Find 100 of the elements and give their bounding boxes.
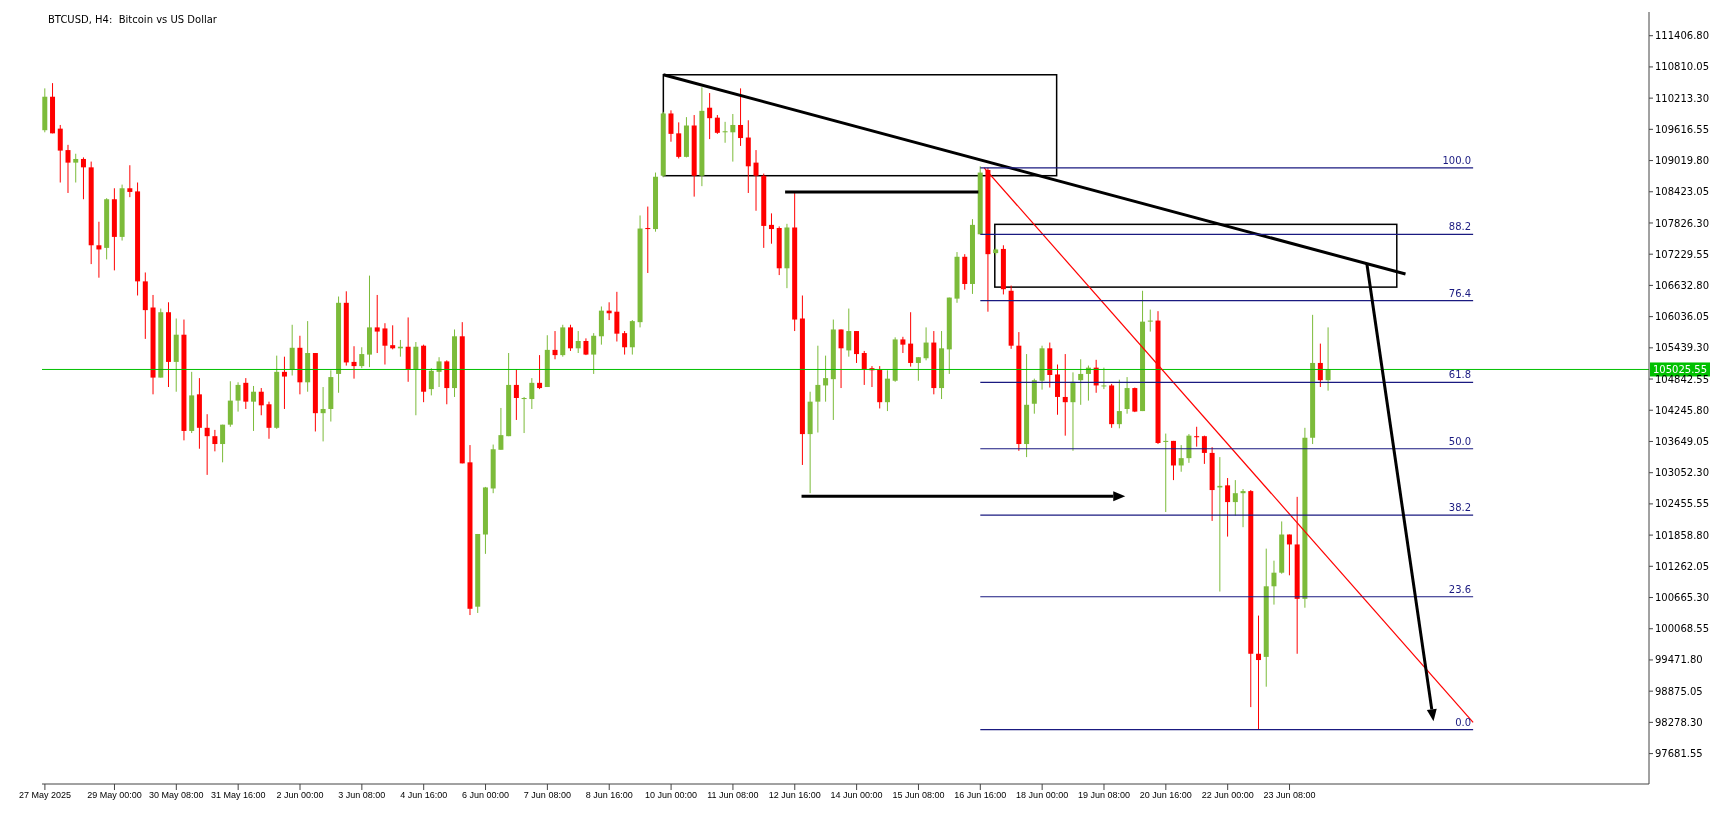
y-tick-label: 103052.30 xyxy=(1655,467,1710,479)
candlestick xyxy=(575,330,581,354)
candlestick xyxy=(768,212,774,245)
x-tick-label: 20 Jun 16:00 xyxy=(1139,790,1192,801)
candlestick xyxy=(57,124,63,184)
candlestick xyxy=(405,316,411,383)
y-tick-label: 106632.80 xyxy=(1655,279,1710,291)
candlestick xyxy=(320,386,326,442)
candlestick xyxy=(1286,534,1292,576)
x-tick-label: 31 May 16:00 xyxy=(210,790,266,801)
y-tick-label: 98278.30 xyxy=(1655,716,1703,728)
candlestick xyxy=(65,144,71,194)
candlestick xyxy=(235,381,241,413)
candlestick xyxy=(537,354,543,390)
candlestick xyxy=(614,291,620,343)
annotation: 76.4 xyxy=(1448,287,1472,299)
candlestick xyxy=(258,387,264,416)
candlestick xyxy=(645,206,651,274)
candlestick xyxy=(1124,376,1130,415)
x-tick-label: 3 Jun 08:00 xyxy=(338,790,386,801)
x-tick-label: 7 Jun 08:00 xyxy=(523,790,571,801)
candlestick xyxy=(289,324,295,377)
candlestick xyxy=(815,345,821,434)
annotation: 0.0 xyxy=(1455,716,1472,728)
y-tick-label: 109019.80 xyxy=(1655,155,1710,167)
x-tick-label: 16 Jun 16:00 xyxy=(954,790,1007,801)
annotation: 61.8 xyxy=(1448,369,1472,381)
candlestick xyxy=(923,326,929,361)
candlestick xyxy=(212,429,218,452)
y-tick-label: 109616.55 xyxy=(1655,123,1710,135)
annotation: 88.2 xyxy=(1448,221,1472,233)
candlestick xyxy=(96,221,102,279)
y-tick-label: 110213.30 xyxy=(1655,92,1710,104)
candlestick xyxy=(591,332,597,375)
candlestick xyxy=(80,156,86,200)
chart-title: BTCUSD, H4: Bitcoin vs US Dollar xyxy=(48,14,217,25)
candlestick xyxy=(243,377,249,410)
y-tick-label: 101262.05 xyxy=(1655,560,1710,572)
candlestick xyxy=(73,153,79,184)
candlestick xyxy=(846,308,852,358)
candlestick xyxy=(707,92,713,140)
candlestick xyxy=(521,396,527,434)
x-tick-label: 29 May 00:00 xyxy=(87,790,142,801)
x-tick-label: 30 May 08:00 xyxy=(149,790,204,801)
y-tick-label: 100665.30 xyxy=(1655,592,1710,604)
candlestick xyxy=(1232,479,1238,517)
candlestick xyxy=(552,330,558,360)
candlestick xyxy=(1147,309,1153,333)
candlestick xyxy=(854,330,860,364)
candlestick xyxy=(738,87,744,147)
y-tick-label: 105439.30 xyxy=(1655,342,1710,354)
x-tick-label: 23 Jun 08:00 xyxy=(1263,790,1316,801)
x-tick-label: 11 Jun 08:00 xyxy=(707,790,759,801)
candlestick xyxy=(390,324,396,350)
annotation: 23.6 xyxy=(1448,583,1472,595)
x-tick-label: 27 May 2025 xyxy=(18,790,71,801)
x-tick-label: 22 Jun 00:00 xyxy=(1201,790,1254,801)
candlestick xyxy=(1317,343,1323,388)
candlestick xyxy=(281,356,287,410)
candlestick xyxy=(351,345,357,380)
y-tick-label: 108423.05 xyxy=(1655,186,1710,198)
candlestick xyxy=(823,355,829,403)
x-tick-label: 6 Jun 00:00 xyxy=(462,790,510,801)
annotation: 38.2 xyxy=(1448,502,1472,514)
candlestick xyxy=(567,324,573,352)
y-tick-label: 104245.80 xyxy=(1655,404,1710,416)
annotation: 50.0 xyxy=(1448,435,1472,447)
y-tick-label: 102455.55 xyxy=(1655,498,1710,510)
candlestick xyxy=(413,341,419,416)
candlestick xyxy=(915,356,921,382)
candlestick xyxy=(1325,326,1331,392)
y-tick-label: 103649.05 xyxy=(1655,436,1710,448)
candlestick xyxy=(722,121,728,144)
annotation: 100.0 xyxy=(1442,154,1472,166)
candlestick xyxy=(529,377,535,410)
candlestick xyxy=(1240,488,1246,528)
candlestick xyxy=(220,424,226,463)
candlestick xyxy=(1271,560,1277,606)
candlestick xyxy=(1078,358,1084,406)
candlestick xyxy=(838,328,844,389)
candlestick xyxy=(359,346,365,369)
x-tick-label: 18 Jun 00:00 xyxy=(1016,790,1069,801)
candlestick xyxy=(668,109,674,143)
candlestick xyxy=(266,401,272,440)
y-tick-label: 106036.05 xyxy=(1655,311,1710,323)
ref-line-label: 105025.55 xyxy=(1653,364,1708,376)
candlestick xyxy=(1256,615,1262,731)
candlestick xyxy=(428,367,434,396)
y-tick-label: 98875.05 xyxy=(1655,685,1703,697)
candlestick xyxy=(861,350,867,386)
x-tick-label: 2 Jun 00:00 xyxy=(276,790,324,801)
candlestick xyxy=(730,113,736,163)
candlestick xyxy=(753,149,759,212)
candlestick xyxy=(204,413,210,476)
y-tick-label: 99471.80 xyxy=(1655,654,1703,666)
candlestick xyxy=(1225,477,1231,538)
y-tick-label: 104842.55 xyxy=(1655,373,1710,385)
y-tick-label: 111406.80 xyxy=(1655,30,1710,42)
candlestick xyxy=(1186,433,1192,464)
candlestick xyxy=(374,294,380,354)
